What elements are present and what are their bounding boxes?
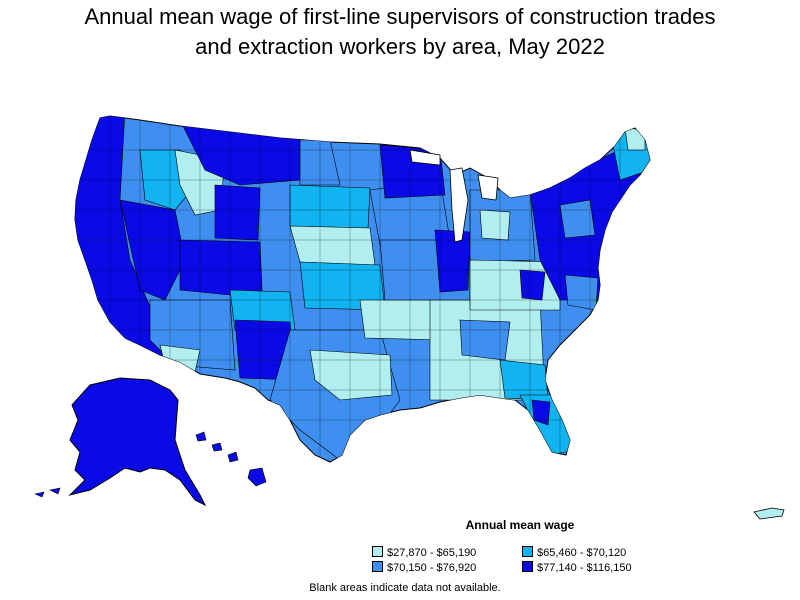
legend-swatch-1 bbox=[372, 546, 383, 557]
legend-label-1: $27,870 - $65,190 bbox=[387, 547, 477, 559]
puerto-rico-region bbox=[753, 507, 785, 520]
legend-swatch-4 bbox=[522, 561, 533, 572]
map-title: Annual mean wage of first-line superviso… bbox=[0, 2, 800, 62]
legend-label-4: $77,140 - $116,150 bbox=[537, 562, 632, 574]
legend-swatch-2 bbox=[522, 546, 533, 557]
contiguous-us-region bbox=[74, 115, 651, 463]
title-line-2: and extraction workers by area, May 2022 bbox=[195, 34, 605, 59]
legend-item-2: $65,460 - $70,120 bbox=[522, 546, 626, 560]
alaska-region bbox=[34, 377, 207, 507]
blank-areas-note: Blank areas indicate data not available. bbox=[309, 582, 501, 594]
hawaii-region bbox=[195, 431, 267, 487]
legend-item-1: $27,870 - $65,190 bbox=[372, 546, 476, 560]
title-line-1: Annual mean wage of first-line superviso… bbox=[84, 4, 716, 29]
legend-label-2: $65,460 - $70,120 bbox=[537, 547, 627, 559]
legend-label-3: $70,150 - $76,920 bbox=[387, 562, 477, 574]
legend-title: Annual mean wage bbox=[465, 518, 575, 532]
legend-item-3: $70,150 - $76,920 bbox=[372, 561, 476, 575]
legend-swatch-3 bbox=[372, 561, 383, 572]
legend-item-4: $77,140 - $116,150 bbox=[522, 561, 632, 575]
